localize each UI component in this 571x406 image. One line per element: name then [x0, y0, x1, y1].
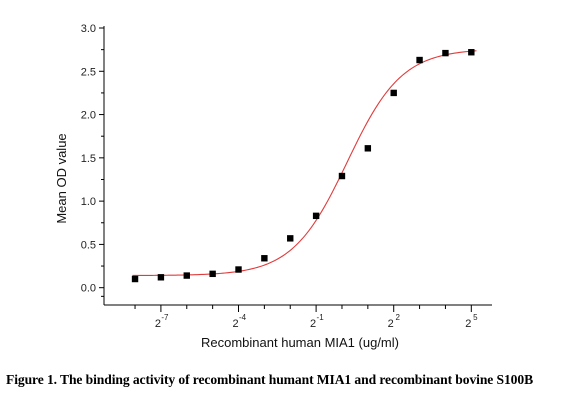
x-tick-label: 2 — [388, 318, 394, 330]
data-point — [235, 266, 242, 273]
y-tick-label: 1.5 — [81, 153, 96, 165]
x-tick-label: 2 — [232, 318, 238, 330]
x-tick-label: 2 — [310, 318, 316, 330]
axis-labels-layer: 0.00.51.01.52.02.53.02-72-42-12225Recomb… — [54, 23, 478, 350]
y-axis-title: Mean OD value — [54, 133, 69, 223]
y-tick-label: 2.0 — [81, 110, 96, 122]
x-tick-label-exponent: 2 — [395, 313, 400, 322]
data-point — [261, 255, 268, 262]
fit-curve — [132, 50, 477, 277]
data-point — [442, 49, 449, 57]
data-point — [183, 272, 190, 279]
data-point — [338, 172, 346, 180]
binding-curve-chart: 0.00.51.01.52.02.53.02-72-42-12225Recomb… — [54, 23, 492, 350]
data-point — [157, 274, 165, 281]
y-tick-label: 1.0 — [81, 196, 96, 208]
x-tick-label: 2 — [465, 318, 471, 330]
data-point — [131, 275, 139, 283]
x-tick-label-exponent: -1 — [317, 313, 325, 322]
data-point — [312, 212, 320, 220]
x-tick-label-exponent: 5 — [473, 313, 478, 322]
x-axis-title: Recombinant human MIA1 (ug/ml) — [201, 335, 399, 350]
data-point — [468, 49, 475, 56]
data-point — [390, 89, 397, 97]
x-tick-label-exponent: -7 — [161, 313, 169, 322]
y-tick-label: 3.0 — [81, 23, 96, 35]
y-tick-label: 0.0 — [81, 283, 96, 295]
data-point — [416, 56, 423, 64]
figure-caption: Figure 1. The binding activity of recomb… — [6, 372, 534, 387]
axes — [99, 26, 492, 312]
data-points-layer — [131, 49, 475, 283]
x-tick-label: 2 — [155, 318, 161, 330]
y-tick-label: 0.5 — [81, 239, 96, 251]
data-point — [364, 145, 372, 152]
y-tick-label: 2.5 — [81, 66, 96, 78]
fit-curve-layer — [132, 50, 477, 277]
data-point — [209, 270, 216, 278]
data-point — [287, 235, 294, 242]
x-tick-label-exponent: -4 — [239, 313, 247, 322]
